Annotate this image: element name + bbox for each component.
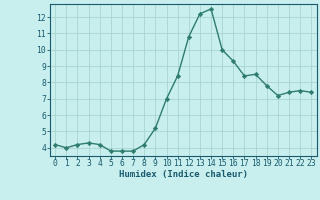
X-axis label: Humidex (Indice chaleur): Humidex (Indice chaleur) bbox=[119, 170, 248, 179]
